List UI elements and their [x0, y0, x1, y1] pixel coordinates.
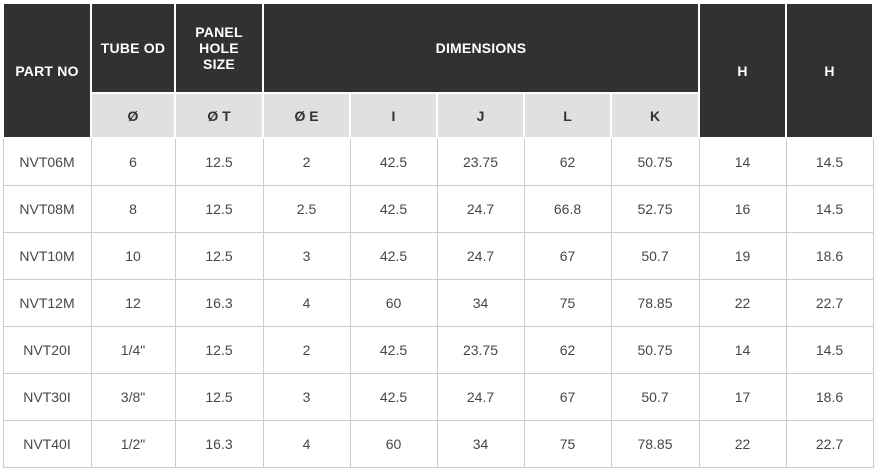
cell-diameter-t: 12.5 — [174, 372, 264, 421]
cell-k: 50.75 — [610, 137, 700, 186]
cell-h-left: 14 — [698, 325, 787, 374]
cell-diameter-e: 2 — [262, 325, 351, 374]
cell-l: 75 — [523, 278, 612, 327]
cell-part-no: NVT12M — [2, 278, 92, 327]
header-cell-panel-hole-size: PANEL HOLE SIZE — [174, 2, 264, 94]
cell-part-no: NVT08M — [2, 184, 92, 233]
cell-k: 50.7 — [610, 372, 700, 421]
cell-h-right: 18.6 — [785, 231, 874, 280]
header-cell-dimensions: DIMENSIONS — [262, 2, 700, 94]
cell-k: 78.85 — [610, 278, 700, 327]
table-body: NVT06M 6 12.5 2 42.5 23.75 62 50.75 14 1… — [2, 137, 874, 468]
cell-diameter: 1/4" — [90, 325, 176, 374]
cell-i: 42.5 — [349, 325, 438, 374]
cell-diameter-e: 4 — [262, 278, 351, 327]
cell-l: 67 — [523, 372, 612, 421]
subheader-cell-diameter-t: Ø T — [174, 92, 264, 139]
table-row: NVT20I 1/4" 12.5 2 42.5 23.75 62 50.75 1… — [2, 325, 874, 374]
cell-j: 23.75 — [436, 137, 525, 186]
cell-h-right: 22.7 — [785, 278, 874, 327]
subheader-cell-i: I — [349, 92, 438, 139]
table-row: NVT40I 1/2" 16.3 4 60 34 75 78.85 22 22.… — [2, 419, 874, 468]
table-header: PART NO TUBE OD PANEL HOLE SIZE DIMENSIO… — [2, 2, 874, 139]
cell-j: 34 — [436, 278, 525, 327]
cell-h-left: 22 — [698, 278, 787, 327]
cell-l: 67 — [523, 231, 612, 280]
cell-diameter-t: 12.5 — [174, 137, 264, 186]
header-sub-row: Ø Ø T Ø E I J L K — [3, 92, 873, 139]
cell-part-no: NVT40I — [2, 419, 92, 468]
cell-j: 34 — [436, 419, 525, 468]
cell-diameter-e: 3 — [262, 231, 351, 280]
cell-diameter-e: 2 — [262, 137, 351, 186]
cell-part-no: NVT06M — [2, 137, 92, 186]
header-cell-tube-od: TUBE OD — [90, 2, 176, 94]
cell-h-right: 14.5 — [785, 184, 874, 233]
cell-j: 24.7 — [436, 231, 525, 280]
cell-i: 42.5 — [349, 184, 438, 233]
header-cell-h-left: H — [698, 2, 787, 139]
cell-j: 23.75 — [436, 325, 525, 374]
cell-j: 24.7 — [436, 184, 525, 233]
table-row: NVT08M 8 12.5 2.5 42.5 24.7 66.8 52.75 1… — [2, 184, 874, 233]
cell-diameter-e: 3 — [262, 372, 351, 421]
header-cell-h-right: H — [785, 2, 874, 139]
cell-diameter-t: 16.3 — [174, 278, 264, 327]
cell-i: 42.5 — [349, 372, 438, 421]
cell-l: 66.8 — [523, 184, 612, 233]
subheader-cell-diameter: Ø — [90, 92, 176, 139]
cell-h-right: 18.6 — [785, 372, 874, 421]
cell-diameter-e: 4 — [262, 419, 351, 468]
cell-part-no: NVT10M — [2, 231, 92, 280]
cell-h-left: 22 — [698, 419, 787, 468]
header-cell-part-no: PART NO — [2, 2, 92, 139]
subheader-cell-k: K — [610, 92, 700, 139]
cell-i: 42.5 — [349, 137, 438, 186]
cell-h-left: 17 — [698, 372, 787, 421]
cell-h-right: 22.7 — [785, 419, 874, 468]
subheader-cell-j: J — [436, 92, 525, 139]
cell-diameter-t: 12.5 — [174, 231, 264, 280]
cell-diameter-e: 2.5 — [262, 184, 351, 233]
subheader-cell-diameter-e: Ø E — [262, 92, 351, 139]
cell-k: 50.7 — [610, 231, 700, 280]
cell-k: 78.85 — [610, 419, 700, 468]
cell-h-left: 19 — [698, 231, 787, 280]
cell-h-left: 16 — [698, 184, 787, 233]
cell-h-left: 14 — [698, 137, 787, 186]
header-group-row: PART NO TUBE OD PANEL HOLE SIZE DIMENSIO… — [2, 2, 874, 139]
cell-diameter-t: 16.3 — [174, 419, 264, 468]
cell-diameter: 12 — [90, 278, 176, 327]
cell-l: 62 — [523, 325, 612, 374]
cell-k: 52.75 — [610, 184, 700, 233]
table-row: NVT30I 3/8" 12.5 3 42.5 24.7 67 50.7 17 … — [2, 372, 874, 421]
cell-part-no: NVT20I — [2, 325, 92, 374]
cell-h-right: 14.5 — [785, 137, 874, 186]
subheader-cell-l: L — [523, 92, 612, 139]
cell-diameter-t: 12.5 — [174, 184, 264, 233]
table-row: NVT06M 6 12.5 2 42.5 23.75 62 50.75 14 1… — [2, 137, 874, 186]
cell-i: 60 — [349, 419, 438, 468]
cell-l: 75 — [523, 419, 612, 468]
cell-diameter: 3/8" — [90, 372, 176, 421]
cell-h-right: 14.5 — [785, 325, 874, 374]
cell-part-no: NVT30I — [2, 372, 92, 421]
cell-diameter: 6 — [90, 137, 176, 186]
table-row: NVT10M 10 12.5 3 42.5 24.7 67 50.7 19 18… — [2, 231, 874, 280]
cell-j: 24.7 — [436, 372, 525, 421]
cell-i: 42.5 — [349, 231, 438, 280]
cell-diameter: 8 — [90, 184, 176, 233]
cell-diameter: 10 — [90, 231, 176, 280]
cell-l: 62 — [523, 137, 612, 186]
table-row: NVT12M 12 16.3 4 60 34 75 78.85 22 22.7 — [2, 278, 874, 327]
cell-diameter: 1/2" — [90, 419, 176, 468]
cell-diameter-t: 12.5 — [174, 325, 264, 374]
cell-i: 60 — [349, 278, 438, 327]
cell-k: 50.75 — [610, 325, 700, 374]
